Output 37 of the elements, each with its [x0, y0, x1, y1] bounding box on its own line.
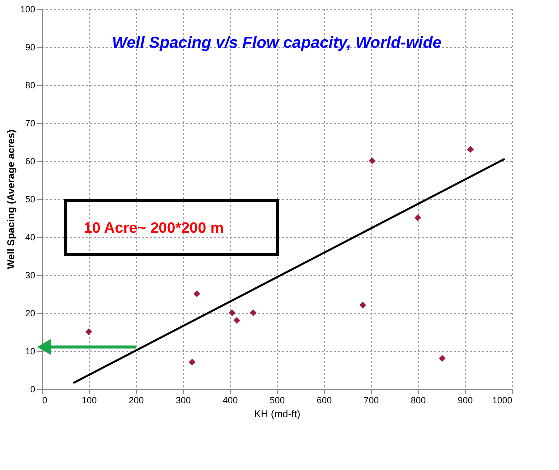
point	[189, 359, 196, 366]
point	[360, 302, 366, 309]
x-tick-label: 200	[128, 396, 144, 406]
point	[86, 328, 92, 336]
x-tick-label: 400	[222, 396, 238, 406]
point	[250, 310, 257, 316]
annotation: 10 Acre~ 200*200 m	[84, 220, 224, 237]
x-tick-label: 300	[176, 396, 192, 406]
y-tick-label: 70	[25, 118, 36, 128]
point	[369, 158, 376, 164]
y-tick-label: 100	[20, 4, 36, 14]
x-axis-title: KH (md-ft)	[254, 410, 301, 420]
x-tick-label: 100	[82, 396, 98, 406]
y-axis-title: Well Spacing (Average acres)	[6, 130, 18, 270]
x-tick-label: 0	[42, 396, 48, 406]
x-tick-label: 800	[410, 396, 426, 406]
x-tick-label: 1000	[492, 396, 512, 406]
text: Well Spacing v/s Flow capacity, World-wide	[112, 35, 442, 52]
point	[414, 214, 422, 222]
point	[234, 317, 240, 324]
x-tick-label: 700	[364, 396, 380, 406]
y-tick-label: 40	[25, 232, 36, 242]
y-tick-label: 80	[25, 80, 36, 90]
y-tick-label: 90	[25, 42, 36, 52]
point	[467, 146, 474, 153]
point	[194, 290, 200, 298]
point	[228, 310, 236, 316]
y-tick-label: 20	[25, 308, 36, 318]
y-tick-label: 10	[25, 346, 36, 356]
point	[439, 355, 446, 362]
y-tick-label: 0	[30, 384, 36, 394]
y-tick-label: 30	[25, 270, 36, 280]
y-tick-label: 60	[25, 156, 36, 166]
y-tick-label: 50	[25, 194, 36, 204]
x-tick-label: 600	[316, 396, 332, 406]
x-tick-label: 500	[270, 396, 286, 406]
x-tick-label: 900	[458, 396, 474, 406]
